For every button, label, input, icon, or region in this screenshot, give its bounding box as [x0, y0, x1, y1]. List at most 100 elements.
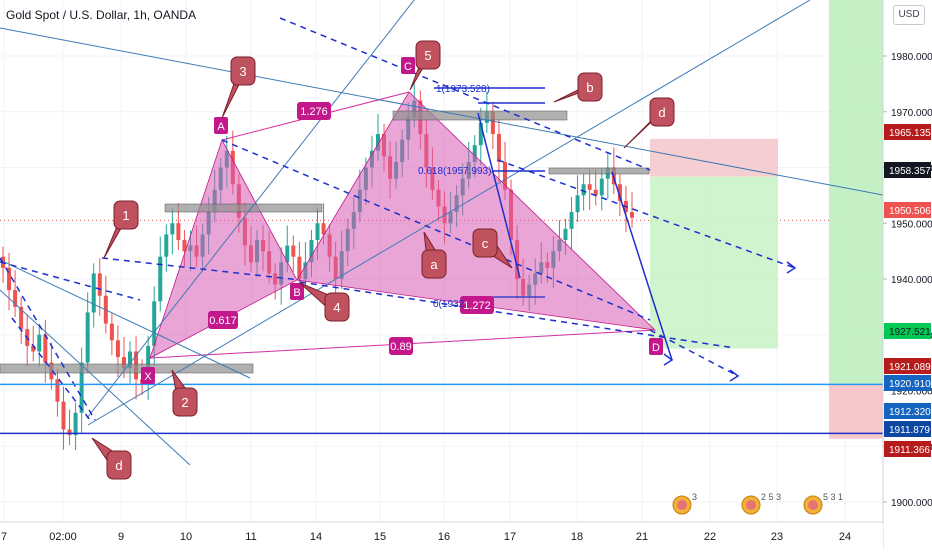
projection-line [477, 112, 521, 279]
candle-body [121, 357, 126, 369]
price-label: 1920.910 [889, 379, 931, 390]
stop-zone [650, 138, 778, 177]
balloon-body [324, 292, 350, 322]
candle-body [291, 245, 296, 257]
balloon-label: 4 [333, 300, 340, 315]
price-label-bg [884, 358, 931, 374]
price-label-bg [884, 124, 931, 140]
candle-body [315, 223, 320, 240]
dashed-trend-line [0, 261, 141, 301]
ratio-label-bg [389, 337, 413, 355]
profit-zone [829, 0, 883, 385]
ratio-label: 0.617 [209, 315, 237, 327]
candle-body [164, 234, 169, 257]
balloon-body [113, 200, 139, 230]
dashed-trend-line [101, 257, 301, 281]
loss-zone [829, 384, 883, 439]
candle-body [55, 379, 60, 402]
y-tick-label: 1920.000 [891, 387, 932, 398]
channel-line [86, 0, 415, 419]
event-badge-flag [746, 500, 756, 510]
balloon-label: b [586, 80, 593, 95]
x-tick-label: 9 [118, 531, 124, 543]
x-tick-label: 7 [1, 531, 7, 543]
candle-body [182, 239, 187, 252]
fib-label: 0.618(1957.993) [418, 166, 491, 177]
support-box [0, 363, 254, 374]
balloon-body [577, 72, 603, 102]
balloon-body [415, 40, 441, 70]
balloon-body [649, 97, 675, 127]
y-tick-label: 1900.000 [891, 498, 932, 509]
dashed-trend-line [221, 139, 651, 321]
price-label-bg [884, 162, 931, 178]
candle-body [472, 145, 477, 162]
x-tick-label: 14 [310, 531, 322, 543]
point-label-bg [141, 367, 155, 384]
time-axis: 7 02:00 9 10 11 14 15 16 17 18 21 22 23 24 [0, 521, 883, 550]
candle-body [593, 189, 598, 196]
x-tick-label: 10 [180, 531, 192, 543]
price-label-bg [884, 421, 931, 437]
candle-body [496, 134, 501, 162]
price-label: 1912.320 [889, 407, 931, 418]
event-badge-flag [808, 500, 818, 510]
candle-body [158, 256, 163, 302]
y-tick-label: 1950.000 [891, 219, 932, 230]
balloon-body [230, 56, 256, 86]
candle-body [91, 273, 96, 313]
price-label: 1965.135 [889, 128, 931, 139]
projection-line [611, 171, 673, 361]
dashed-trend-line [497, 159, 796, 269]
x-tick-label: 18 [571, 531, 583, 543]
price-axis: 1900.0001910.0001920.0001930.0001940.000… [882, 0, 932, 550]
candle-body [61, 401, 66, 430]
position-zones [650, 0, 883, 439]
balloon-body [472, 228, 498, 258]
ratio-label: 1.276 [300, 106, 328, 118]
candle-body [97, 273, 102, 296]
balloon-body [172, 387, 198, 417]
x-tick-label: 22 [704, 531, 716, 543]
y-tick-label: 1970.000 [891, 108, 932, 119]
x-tick-label: 16 [438, 531, 450, 543]
ratio-label-bg [208, 311, 238, 329]
ratio-label: 0.89 [390, 341, 411, 353]
candle-body [569, 212, 574, 229]
price-label-bg [884, 441, 931, 457]
candle-body [321, 223, 326, 235]
candle-body [630, 212, 634, 218]
balloon-label: 2 [181, 395, 188, 410]
point-label: D [652, 342, 660, 354]
candle-body [502, 161, 507, 190]
price-label-bg [884, 323, 931, 339]
balloon-body [421, 249, 447, 279]
ratio-label: 1.272 [463, 300, 491, 312]
price-axis-bg [883, 0, 932, 550]
point-label-bg [649, 338, 663, 355]
channel-line [0, 259, 251, 379]
ratio-label-bg [297, 102, 331, 120]
price-label: 1911.366 [889, 445, 930, 456]
balloon-label: 1 [122, 208, 129, 223]
point-label-bg [401, 57, 415, 74]
candle-body [563, 228, 568, 240]
candle-body [128, 351, 133, 369]
dashed-trend-line [279, 17, 651, 171]
price-label: 1927.521 [889, 327, 931, 338]
currency-button[interactable]: USD [893, 5, 925, 25]
balloon-label: 5 [424, 48, 431, 63]
arrow-head [786, 261, 797, 274]
x-tick-label: 15 [374, 531, 386, 543]
candle-body [19, 306, 24, 330]
candle-body [176, 223, 181, 240]
candle-body [490, 111, 495, 135]
channel-line [87, 0, 811, 426]
dashed-trend-line [0, 257, 96, 421]
candle-body [152, 301, 157, 346]
ratio-label-bg [460, 296, 494, 314]
candle-body [73, 412, 78, 436]
balloon-label: c [482, 236, 489, 251]
